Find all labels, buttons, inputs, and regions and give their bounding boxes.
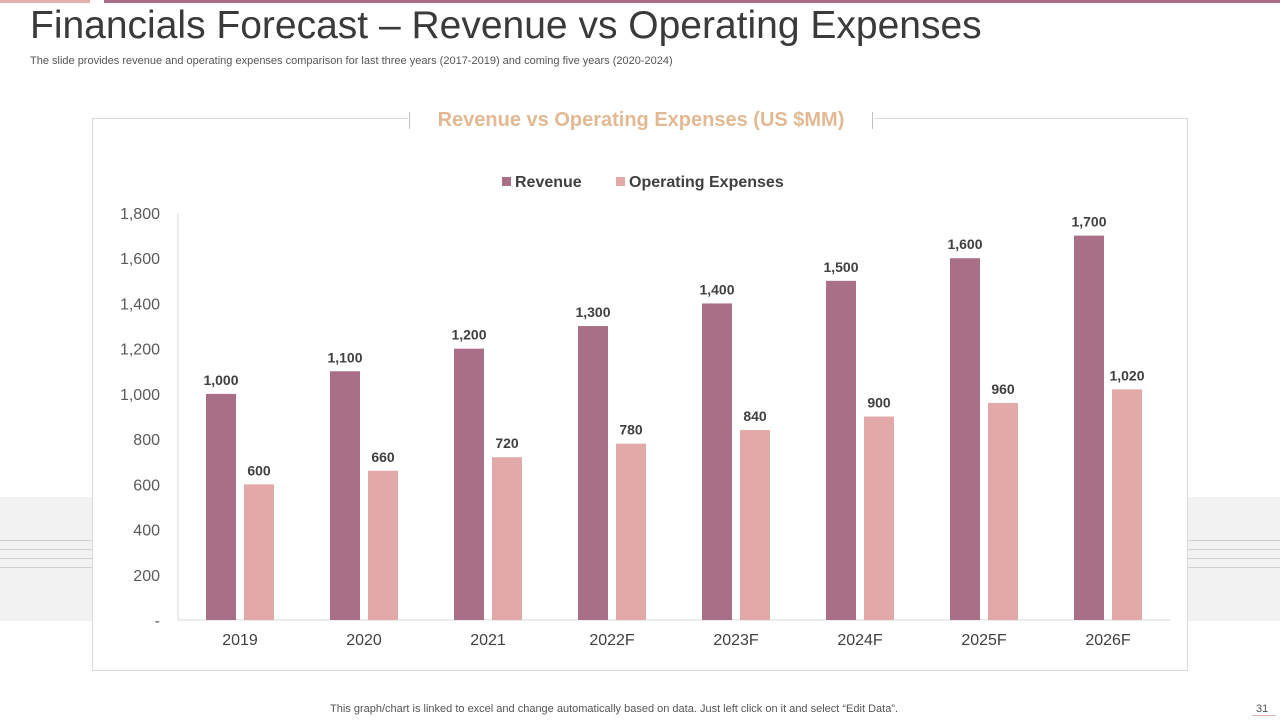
y-tick-label: 400 [133,523,160,540]
chart-title-box: Revenue vs Operating Expenses (US $MM) [408,103,874,137]
x-tick-label: 2022F [589,632,635,649]
y-tick-label: - [155,613,160,630]
y-tick-label: 1,600 [120,251,160,268]
x-tick-label: 2025F [961,632,1007,649]
bar-operating-expenses [740,430,770,620]
y-tick-label: 1,400 [120,296,160,313]
page-number: 31 [1256,703,1269,715]
legend-label-revenue: Revenue [515,174,582,191]
y-tick-label: 600 [133,477,160,494]
top-accent-line-light [0,0,90,3]
data-label: 600 [247,462,271,478]
data-label: 1,020 [1109,367,1144,383]
y-tick-label: 1,000 [120,387,160,404]
x-tick-label: 2020 [346,632,382,649]
bar-operating-expenses [492,457,522,620]
bar-operating-expenses [368,470,398,620]
band-lines-right [1185,540,1280,580]
chart-title: Revenue vs Operating Expenses (US $MM) [437,109,845,131]
data-label: 720 [495,435,519,451]
x-tick-label: 2024F [837,632,883,649]
x-tick-label: 2023F [713,632,759,649]
data-label: 900 [867,395,891,411]
data-label: 1,500 [823,259,858,275]
data-label: 1,200 [451,327,486,343]
data-label: 960 [991,381,1015,397]
bar-revenue [330,371,360,620]
slide-subtitle: The slide provides revenue and operating… [30,55,673,67]
bar-operating-expenses [244,484,274,620]
bar-operating-expenses [864,416,894,620]
y-tick-label: 1,200 [120,342,160,359]
bar-operating-expenses [988,402,1018,620]
footnote: This graph/chart is linked to excel and … [330,703,899,715]
data-label: 1,000 [203,372,238,388]
data-label: 1,300 [575,304,610,320]
legend-swatch-operating-expenses [616,177,625,186]
bar-revenue [578,326,608,620]
bar-revenue [454,348,484,620]
y-tick-label: 1,800 [120,206,160,223]
x-tick-label: 2019 [222,632,258,649]
data-label: 840 [743,408,767,424]
y-tick-label: 200 [133,568,160,585]
band-lines-left [0,540,95,580]
bar-revenue [826,280,856,620]
data-label: 780 [619,422,643,438]
legend-label-operating-expenses: Operating Expenses [629,174,784,191]
bar-revenue [1074,235,1104,620]
data-label: 1,600 [947,236,982,252]
data-label: 1,700 [1071,214,1106,230]
y-tick-label: 800 [133,432,160,449]
data-label: 1,100 [327,349,362,365]
data-label: 660 [371,449,395,465]
bar-operating-expenses [1112,389,1142,620]
page-number-underline [1252,715,1276,716]
bar-operating-expenses [616,443,646,620]
data-label: 1,400 [699,281,734,297]
x-tick-label: 2026F [1085,632,1131,649]
top-accent-line-dark [104,0,1280,3]
bar-revenue [950,258,980,620]
x-tick-label: 2021 [470,632,506,649]
legend-swatch-revenue [502,177,511,186]
bar-revenue [702,303,732,620]
bar-revenue [206,393,236,620]
slide-title: Financials Forecast – Revenue vs Operati… [30,4,982,47]
